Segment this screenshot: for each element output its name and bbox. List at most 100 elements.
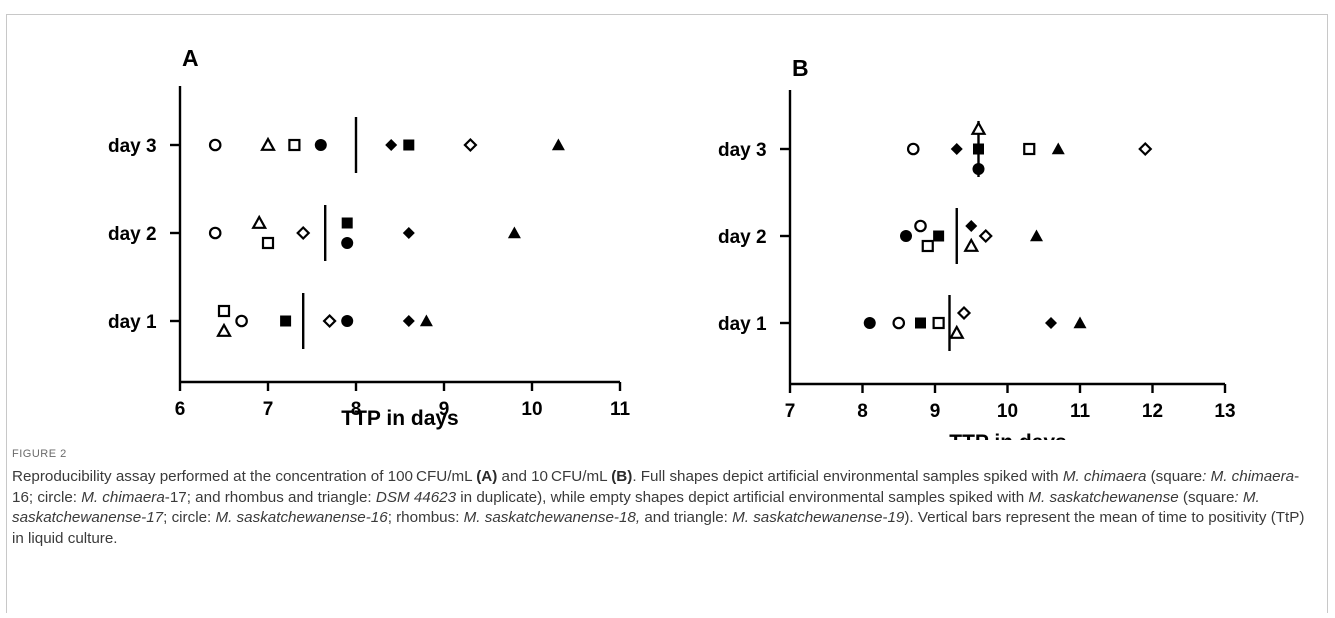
x-axis-title: TTP in days bbox=[949, 431, 1066, 440]
open-circle-point bbox=[208, 226, 222, 240]
open-rhombus-point bbox=[978, 228, 993, 244]
filled-circle-point bbox=[863, 317, 876, 329]
figure-frame bbox=[6, 14, 1328, 613]
y-category-label: day 2 bbox=[718, 227, 767, 248]
filled-circle-point bbox=[341, 237, 354, 249]
open-rhombus-point bbox=[463, 137, 478, 153]
y-category-label: day 3 bbox=[718, 140, 767, 161]
panel-letter: B bbox=[792, 55, 809, 81]
x-tick-label: 11 bbox=[610, 399, 631, 420]
x-tick-label: 9 bbox=[930, 401, 941, 422]
caption-segment: M. chimaera bbox=[1062, 468, 1147, 485]
open-circle-point bbox=[906, 142, 920, 156]
chart-panel-b: B 7 8 9 10 11 12 13 TTP in days day 1 day 2 day 3 bbox=[718, 55, 1236, 440]
filled-square-point bbox=[933, 230, 945, 242]
filled-triangle-point bbox=[419, 314, 433, 327]
filled-rhombus-point bbox=[385, 139, 398, 151]
x-tick-label: 9 bbox=[439, 399, 450, 420]
caption-segment: : M. saskatchewanense-17 bbox=[12, 488, 1260, 527]
open-circle-point bbox=[235, 314, 248, 328]
filled-triangle-point bbox=[507, 226, 521, 239]
caption-segment: and triangle: bbox=[640, 509, 733, 526]
open-triangle-point bbox=[963, 237, 980, 252]
figure-label: FIGURE 2 bbox=[12, 448, 67, 460]
x-tick-label: 7 bbox=[785, 401, 796, 422]
caption-segment: (B) bbox=[611, 468, 633, 485]
caption-segment: M. saskatchewanense-19 bbox=[732, 509, 905, 526]
x-tick-label: 8 bbox=[351, 399, 362, 420]
x-axis-title: TTP in days bbox=[341, 407, 458, 430]
y-category-label: day 1 bbox=[108, 312, 157, 333]
caption-segment: DSM 44623 bbox=[375, 488, 457, 506]
filled-triangle-point bbox=[1030, 229, 1043, 242]
open-square-point bbox=[1023, 142, 1036, 156]
x-tick-label: 10 bbox=[997, 401, 1018, 422]
x-tick-label: 11 bbox=[1070, 401, 1091, 422]
open-circle-point bbox=[208, 138, 222, 152]
caption-segment: in duplicate), while empty shapes depict… bbox=[456, 488, 1029, 506]
caption-text: Reproducibility assay performed at the c… bbox=[12, 467, 1317, 549]
figure-caption: FIGURE 2 Reproducibility assay performed… bbox=[12, 448, 1317, 549]
filled-square-point bbox=[403, 139, 415, 151]
caption-segment: and 10 CFU/mL bbox=[497, 468, 612, 485]
caption-segment: -17; and rhombus and triangle: bbox=[164, 488, 376, 506]
filled-circle-point bbox=[972, 163, 985, 175]
caption-segment: : M. chimaera bbox=[1202, 468, 1295, 485]
y-category-label: day 3 bbox=[108, 136, 157, 157]
open-rhombus-point bbox=[956, 305, 972, 321]
caption-segment: -16; circle: bbox=[12, 468, 1300, 506]
open-rhombus-point bbox=[322, 313, 337, 329]
filled-square-point bbox=[341, 217, 353, 229]
filled-triangle-point bbox=[551, 138, 565, 151]
caption-segment: ; circle: bbox=[163, 509, 216, 526]
open-triangle-point bbox=[251, 214, 268, 229]
caption-segment: M. chimaera bbox=[81, 488, 165, 506]
filled-rhombus-point bbox=[402, 227, 415, 239]
filled-rhombus-point bbox=[950, 143, 963, 155]
y-category-label: day 2 bbox=[108, 224, 157, 245]
caption-segment: (A) bbox=[476, 468, 498, 485]
open-square-point bbox=[217, 304, 231, 318]
filled-rhombus-point bbox=[1045, 317, 1057, 329]
y-category-label: day 1 bbox=[718, 314, 767, 335]
caption-segment: M. saskatchewanense bbox=[1028, 488, 1179, 506]
open-triangle-point bbox=[970, 120, 987, 135]
caption-segment: (square bbox=[1178, 488, 1235, 506]
x-tick-label: 8 bbox=[857, 401, 868, 422]
filled-triangle-point bbox=[1051, 142, 1065, 155]
filled-square-point bbox=[280, 315, 292, 327]
open-square-point bbox=[932, 316, 945, 330]
open-circle-point bbox=[892, 316, 906, 330]
filled-triangle-point bbox=[1073, 316, 1087, 329]
filled-square-point bbox=[973, 143, 984, 155]
x-tick-label: 7 bbox=[263, 399, 274, 420]
open-rhombus-point bbox=[1138, 141, 1153, 157]
filled-circle-point bbox=[900, 230, 912, 242]
open-square-point bbox=[921, 239, 934, 253]
figure-charts: A 6 7 8 9 10 11 TTP in days day 1 day 2 day 3 B 7 8 9… bbox=[108, 45, 1236, 440]
chart-panel-a: A 6 7 8 9 10 11 TTP in days day 1 day 2 day 3 bbox=[108, 45, 630, 430]
open-circle-point bbox=[914, 219, 927, 233]
open-triangle-point bbox=[216, 322, 232, 337]
open-triangle-point bbox=[948, 324, 965, 339]
caption-segment: . Full shapes depict artificial environm… bbox=[632, 468, 1063, 485]
open-rhombus-point bbox=[296, 225, 311, 241]
x-tick-label: 6 bbox=[175, 399, 186, 420]
x-tick-label: 10 bbox=[521, 399, 542, 420]
caption-segment: M. saskatchewanense-18, bbox=[463, 509, 641, 526]
open-square-point bbox=[261, 236, 275, 250]
filled-circle-point bbox=[341, 315, 354, 327]
x-tick-label: 12 bbox=[1142, 401, 1163, 422]
filled-square-point bbox=[915, 317, 926, 329]
filled-rhombus-point bbox=[965, 220, 978, 232]
caption-segment: ). Vertical bars represent the mean of t… bbox=[12, 509, 1305, 547]
open-square-point bbox=[288, 138, 301, 152]
panel-letter: A bbox=[182, 45, 199, 71]
caption-segment: Reproducibility assay performed at the c… bbox=[12, 468, 477, 485]
caption-segment: (square bbox=[1146, 468, 1203, 485]
filled-circle-point bbox=[314, 139, 327, 151]
filled-rhombus-point bbox=[402, 315, 415, 327]
caption-segment: ; rhombus: bbox=[387, 509, 464, 526]
caption-segment: M. saskatchewanense-16 bbox=[215, 509, 388, 526]
open-triangle-point bbox=[260, 136, 276, 151]
